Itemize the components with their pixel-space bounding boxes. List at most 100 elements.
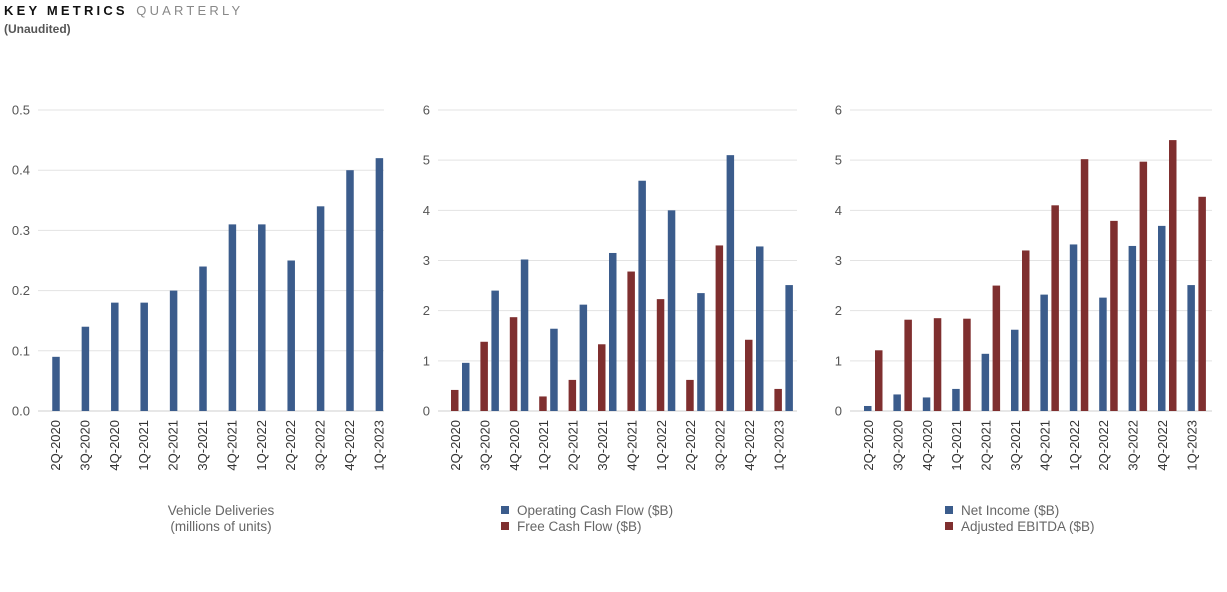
bar-free-cash-flow-b (480, 341, 488, 411)
bar-vehicle-deliveries (140, 302, 148, 411)
bar-vehicle-deliveries (228, 224, 237, 411)
bar-vehicle-deliveries (81, 326, 90, 411)
x-tick-label: 1Q-2022 (654, 420, 669, 471)
bar-adjusted-ebitda-b (1139, 161, 1148, 411)
x-tick-label: 4Q-2021 (224, 420, 239, 471)
bar-operating-cash-flow-b (520, 259, 529, 411)
bar-net-income-b (1158, 225, 1166, 411)
y-tick-label: 0.4 (12, 163, 30, 178)
x-tick-label: 4Q-2022 (742, 420, 757, 471)
x-tick-label: 1Q-2021 (949, 420, 964, 471)
x-tick-label: 1Q-2022 (254, 420, 269, 471)
x-tick-label: 2Q-2020 (861, 420, 876, 471)
x-tick-label: 3Q-2022 (713, 420, 728, 471)
bar-net-income-b (1099, 297, 1107, 411)
x-tick-label: 3Q-2021 (1008, 420, 1023, 471)
y-tick-label: 6 (423, 103, 430, 118)
legend-swatch (501, 522, 509, 530)
bar-vehicle-deliveries (346, 170, 354, 411)
x-tick-label: 2Q-2022 (1096, 420, 1111, 471)
bar-free-cash-flow-b (509, 317, 518, 411)
bar-net-income-b (981, 353, 990, 411)
bar-net-income-b (1187, 285, 1195, 411)
x-tick-label: 4Q-2020 (507, 420, 522, 471)
x-tick-label: 4Q-2020 (920, 420, 935, 471)
x-tick-label: 1Q-2023 (371, 420, 386, 471)
y-tick-label: 5 (835, 153, 842, 168)
bar-net-income-b (1040, 294, 1048, 411)
y-tick-label: 6 (835, 103, 842, 118)
y-tick-label: 3 (423, 253, 430, 268)
y-tick-label: 0.2 (12, 283, 30, 298)
bar-net-income-b (1069, 244, 1078, 411)
page-subtitle: (Unaudited) (4, 22, 71, 36)
y-tick-label: 4 (835, 203, 842, 218)
x-tick-label: 2Q-2021 (166, 420, 181, 471)
bar-free-cash-flow-b (539, 396, 547, 411)
legend-label: Adjusted EBITDA ($B) (961, 519, 1095, 534)
x-tick-label: 4Q-2020 (107, 420, 122, 471)
bar-free-cash-flow-b (656, 299, 665, 411)
bar-vehicle-deliveries (111, 302, 119, 411)
y-tick-label: 0 (423, 404, 430, 419)
x-tick-label: 1Q-2021 (136, 420, 151, 471)
bar-vehicle-deliveries (169, 290, 178, 411)
bar-adjusted-ebitda-b (1198, 196, 1206, 411)
chart-2: 0 1 2 3 4 5 6 2Q-2020 3Q-2020 4Q-2020 1Q-2021 2Q-20… (423, 103, 797, 534)
x-tick-label: 2Q-2020 (48, 420, 63, 471)
page-title-row: KEY METRICS QUARTERLY (4, 2, 243, 20)
bar-free-cash-flow-b (715, 245, 724, 411)
x-tick-label: 1Q-2023 (771, 420, 786, 471)
bar-operating-cash-flow-b (756, 246, 764, 411)
x-tick-label: 2Q-2020 (448, 420, 463, 471)
bar-operating-cash-flow-b (726, 155, 735, 411)
bar-net-income-b (1011, 329, 1019, 411)
x-tick-label: 2Q-2021 (566, 420, 581, 471)
legend-label: Operating Cash Flow ($B) (517, 503, 673, 518)
y-tick-label: 0.1 (12, 343, 30, 358)
bar-vehicle-deliveries (287, 260, 295, 411)
x-tick-label: 4Q-2022 (1155, 420, 1170, 471)
x-tick-label: 3Q-2020 (77, 420, 92, 471)
bar-operating-cash-flow-b (638, 180, 646, 411)
bar-adjusted-ebitda-b (992, 285, 1001, 411)
x-tick-label: 4Q-2022 (342, 420, 357, 471)
bar-free-cash-flow-b (627, 271, 635, 411)
chart-caption-line: (millions of units) (170, 519, 271, 534)
chart-caption-line: Vehicle Deliveries (168, 503, 275, 518)
bar-vehicle-deliveries (258, 224, 266, 411)
y-tick-label: 1 (835, 353, 842, 368)
x-tick-label: 3Q-2021 (595, 420, 610, 471)
x-tick-label: 2Q-2022 (683, 420, 698, 471)
x-tick-label: 3Q-2020 (477, 420, 492, 471)
bar-adjusted-ebitda-b (904, 319, 912, 411)
legend-swatch (945, 506, 953, 514)
bar-free-cash-flow-b (745, 339, 753, 411)
bar-free-cash-flow-b (568, 379, 577, 411)
page-header: KEY METRICS QUARTERLY (Unaudited) (4, 2, 243, 36)
y-tick-label: 5 (423, 153, 430, 168)
bar-vehicle-deliveries (52, 356, 60, 411)
bar-operating-cash-flow-b (579, 304, 588, 411)
bar-net-income-b (952, 388, 960, 411)
bar-adjusted-ebitda-b (875, 350, 883, 411)
bar-adjusted-ebitda-b (933, 318, 942, 411)
legend-swatch (945, 522, 953, 530)
bar-operating-cash-flow-b (667, 210, 676, 411)
legend-label: Net Income ($B) (961, 503, 1059, 518)
x-tick-label: 1Q-2023 (1184, 420, 1199, 471)
x-tick-label: 4Q-2021 (624, 420, 639, 471)
legend-swatch (501, 506, 509, 514)
x-tick-label: 3Q-2021 (195, 420, 210, 471)
y-tick-label: 0.3 (12, 223, 30, 238)
chart-3: 0 1 2 3 4 5 6 2Q-2020 3Q-2020 4Q-2020 1Q-2021 2Q-20… (835, 103, 1212, 534)
bar-net-income-b (922, 397, 931, 411)
bar-free-cash-flow-b (451, 389, 459, 411)
bar-net-income-b (1128, 245, 1137, 411)
bar-vehicle-deliveries (375, 158, 384, 411)
bar-free-cash-flow-b (598, 344, 606, 411)
x-tick-label: 1Q-2022 (1067, 420, 1082, 471)
bar-vehicle-deliveries (199, 266, 207, 411)
bar-operating-cash-flow-b (462, 362, 470, 411)
bar-adjusted-ebitda-b (1080, 159, 1089, 411)
